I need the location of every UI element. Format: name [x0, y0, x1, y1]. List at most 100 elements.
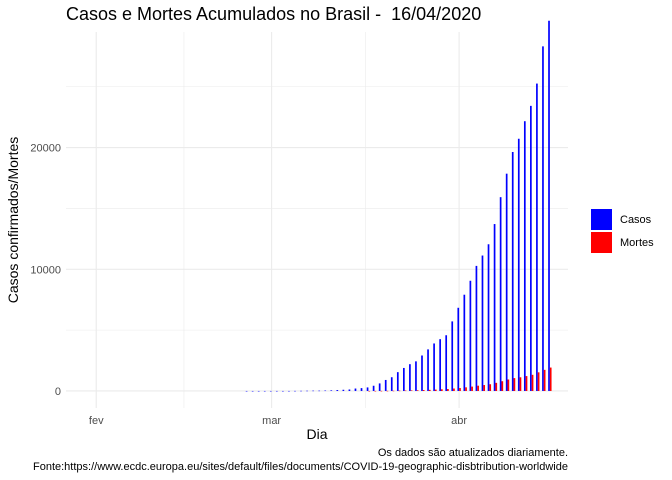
bar-casos	[366, 387, 369, 391]
bar-casos	[288, 390, 290, 392]
bar-mortes	[537, 372, 540, 391]
bar-mortes	[404, 390, 407, 392]
bar-mortes	[459, 388, 461, 391]
bar-casos	[348, 389, 351, 391]
bar-casos	[275, 390, 278, 392]
bar-mortes	[465, 387, 467, 391]
legend-label-casos: Casos	[620, 213, 652, 226]
bar-mortes	[416, 390, 419, 391]
bar-casos	[330, 390, 333, 391]
legend-item-mortes: Mortes	[591, 231, 654, 254]
bar-casos	[390, 377, 393, 391]
bar-casos	[245, 390, 248, 392]
bar-casos	[336, 390, 339, 391]
bar-casos	[421, 355, 423, 391]
bar-mortes	[422, 390, 425, 391]
bar-mortes	[477, 385, 479, 391]
bar-casos	[306, 390, 308, 392]
bar-mortes	[434, 389, 437, 391]
bar-mortes	[549, 367, 552, 391]
x-tick-label: mar	[262, 415, 281, 427]
y-axis-label: Casos confirmados/Mortes	[5, 136, 21, 304]
bar-casos	[257, 390, 260, 392]
bar-mortes	[368, 390, 371, 392]
bar-casos	[294, 390, 296, 392]
bar-casos	[427, 349, 429, 391]
bar-casos	[481, 255, 484, 391]
bar-casos	[251, 390, 254, 392]
x-tick-label: abr	[451, 415, 467, 427]
bar-casos	[360, 388, 363, 391]
bar-casos	[415, 361, 417, 391]
bar-casos	[493, 224, 496, 391]
bar-casos	[342, 389, 345, 391]
bar-mortes	[495, 382, 498, 391]
bar-casos	[433, 343, 435, 391]
bar-casos	[378, 383, 381, 391]
bar-casos	[300, 390, 302, 392]
bar-mortes	[447, 389, 449, 391]
bar-casos	[445, 335, 448, 391]
y-tick-label: 20000	[30, 143, 61, 155]
bar-casos	[384, 379, 387, 391]
bar-casos	[409, 364, 411, 391]
bar-casos	[312, 390, 314, 392]
bar-mortes	[501, 381, 504, 391]
bar-casos	[536, 83, 538, 391]
bar-mortes	[410, 390, 413, 391]
bar-casos	[511, 152, 514, 391]
bar-casos	[548, 20, 550, 391]
chart-title: Casos e Mortes Acumulados no Brasil - 16…	[66, 4, 482, 24]
bar-mortes	[380, 390, 383, 392]
x-tick-label: fev	[89, 415, 104, 427]
x-axis-label: Dia	[306, 426, 328, 442]
bar-casos	[463, 294, 466, 391]
bar-mortes	[543, 369, 546, 391]
bar-casos	[403, 367, 405, 391]
bar-casos	[542, 46, 544, 391]
bar-casos	[505, 173, 508, 391]
legend: Casos Mortes	[591, 208, 654, 254]
bar-casos	[318, 390, 321, 392]
bar-casos	[324, 390, 327, 392]
bar-casos	[457, 307, 460, 391]
bar-casos	[451, 321, 454, 391]
bar-mortes	[513, 378, 516, 391]
bar-mortes	[398, 390, 401, 392]
bar-mortes	[525, 376, 528, 391]
bar-casos	[487, 244, 490, 391]
bar-mortes	[531, 374, 534, 391]
bar-mortes	[428, 389, 431, 391]
bar-casos	[517, 138, 520, 391]
caption-source: Fonte:https://www.ecdc.europa.eu/sites/d…	[33, 461, 568, 473]
bar-casos	[439, 339, 441, 391]
bar-casos	[499, 197, 502, 391]
bar-mortes	[392, 390, 395, 392]
bar-mortes	[507, 379, 510, 391]
bar-mortes	[453, 388, 455, 391]
bar-mortes	[489, 384, 492, 391]
bar-mortes	[440, 389, 443, 391]
bar-mortes	[374, 390, 377, 392]
bar-casos	[282, 390, 284, 392]
y-tick-label: 0	[55, 386, 61, 398]
bar-casos	[396, 372, 399, 391]
bar-casos	[372, 385, 375, 391]
bar-mortes	[519, 377, 522, 391]
bar-casos	[354, 388, 357, 391]
bar-mortes	[386, 390, 389, 392]
bar-casos	[530, 105, 532, 391]
bar-mortes	[483, 385, 486, 391]
bar-casos	[263, 390, 266, 392]
bar-casos	[523, 121, 526, 391]
bar-mortes	[471, 386, 473, 391]
bar-casos	[469, 280, 472, 391]
caption-update-note: Os dados são atualizados diariamente.	[377, 447, 568, 459]
legend-key-mortes	[591, 232, 612, 253]
legend-label-mortes: Mortes	[620, 236, 654, 249]
y-tick-label: 10000	[30, 264, 61, 276]
bar-casos	[269, 390, 272, 392]
legend-key-casos	[591, 209, 612, 230]
bar-casos	[475, 265, 478, 391]
